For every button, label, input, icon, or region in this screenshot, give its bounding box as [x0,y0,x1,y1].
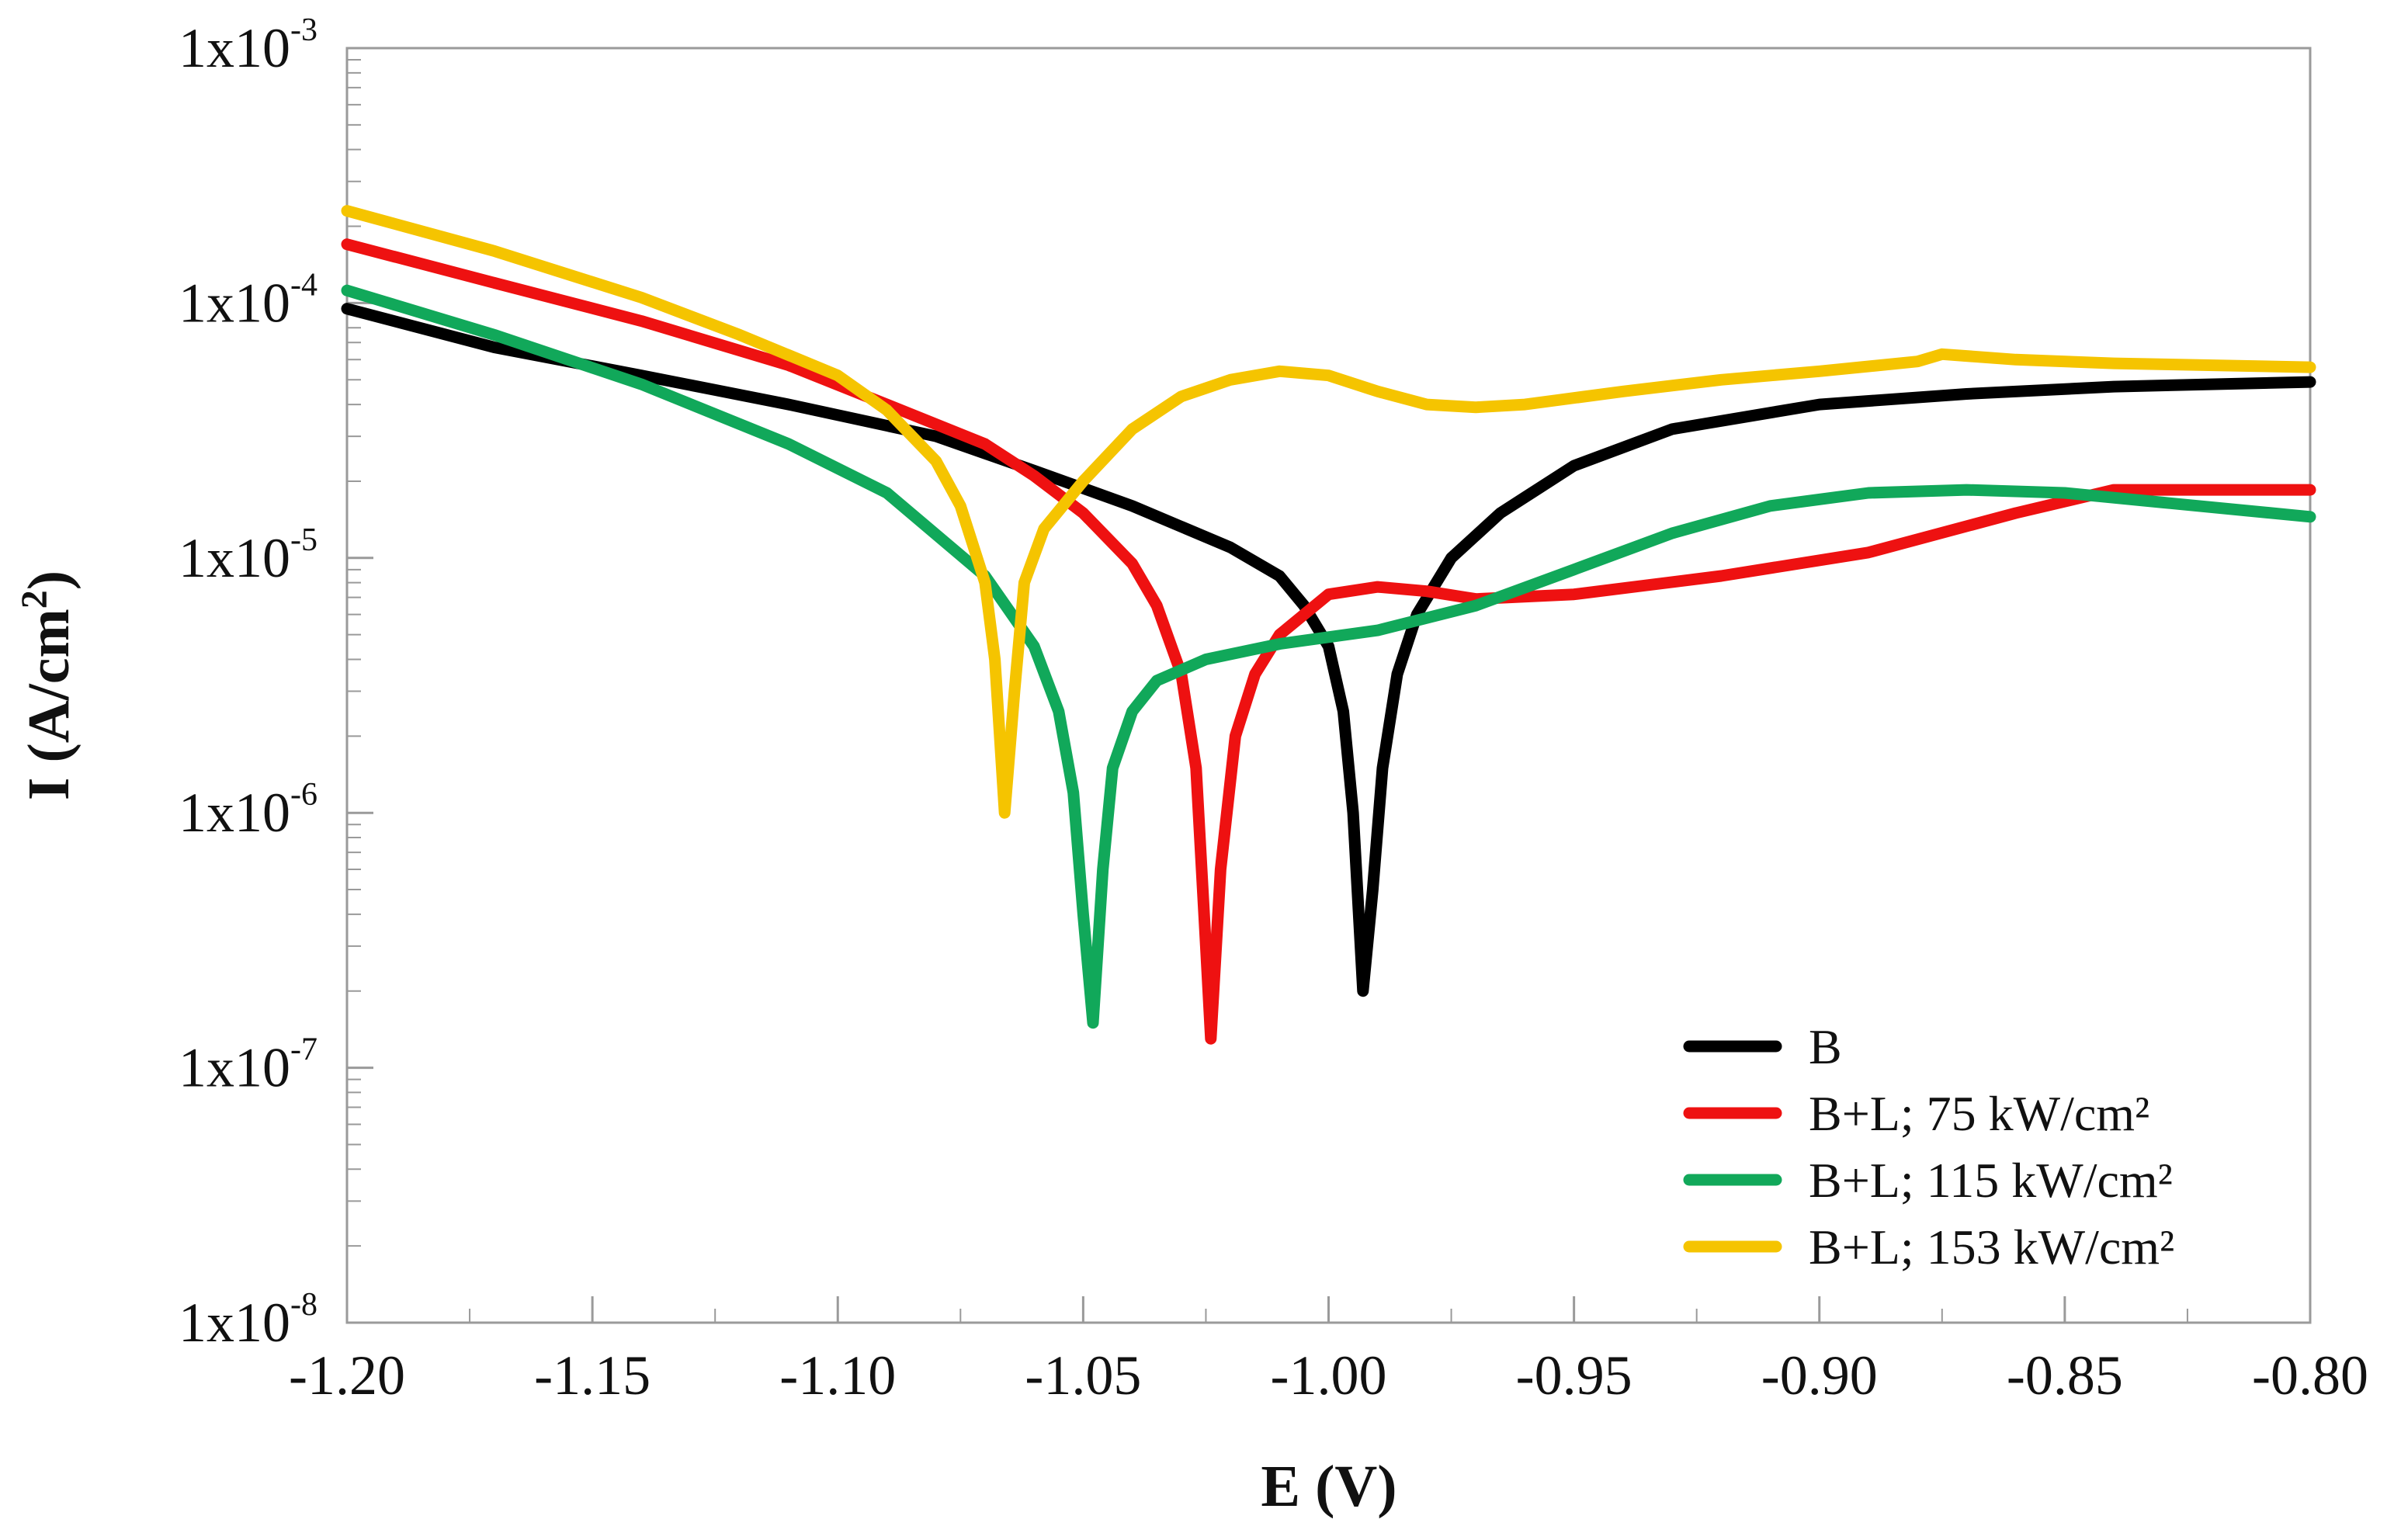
series-line-2 [341,238,2316,1045]
x-tick-labels: -1.20 -1.15 -1.10 -1.05 -1.00 -0.95 -0.90 -0.85… [289,1344,2368,1406]
series-line-3 [341,284,2316,1029]
x-tick-label: -1.10 [779,1344,896,1406]
y-tick-label: 1x10-6 [179,777,317,844]
y-axis-title-main: I (A/cm [16,609,82,800]
legend-label-4: B+L; 153 kW/cm² [1809,1219,2174,1275]
series-lines [341,205,2316,1045]
y-axis-title-sup: 2 [14,590,55,609]
series-line-4 [341,205,2316,819]
legend-label-1: B [1809,1019,1842,1074]
plot-area [345,47,2312,1324]
y-axis-title: I (A/cm2) [14,571,82,800]
x-tick-label: -1.15 [534,1344,651,1406]
series-line-1 [341,303,2316,997]
x-axis-title: E (V) [1261,1454,1396,1519]
legend-label-3: B+L; 115 kW/cm² [1809,1153,2173,1208]
major-ticks [345,47,2312,1324]
y-tick-label: 1x10-8 [179,1287,317,1354]
x-tick-label: -1.00 [1271,1344,1387,1406]
x-tick-label: -1.20 [289,1344,405,1406]
x-tick-label: -0.90 [1761,1344,1878,1406]
y-tick-label: 1x10-4 [179,267,317,334]
x-tick-label: -0.85 [2007,1344,2123,1406]
y-tick-labels: 1x10-8 1x10-7 1x10-6 1x10-5 1x10-4 1x10-3 [179,12,317,1354]
minor-ticks [347,59,2188,1323]
y-axis-title-close: ) [16,571,82,590]
y-tick-label: 1x10-5 [179,522,317,589]
y-tick-label: 1x10-3 [179,12,317,79]
legend-label-2: B+L; 75 kW/cm² [1809,1086,2149,1141]
y-tick-label: 1x10-7 [179,1032,317,1099]
legend: B B+L; 75 kW/cm² B+L; 115 kW/cm² B+L; 153 k… [1683,1019,2174,1275]
x-tick-label: -1.05 [1025,1344,1141,1406]
x-tick-label: -0.80 [2252,1344,2368,1406]
x-tick-label: -0.95 [1516,1344,1632,1406]
